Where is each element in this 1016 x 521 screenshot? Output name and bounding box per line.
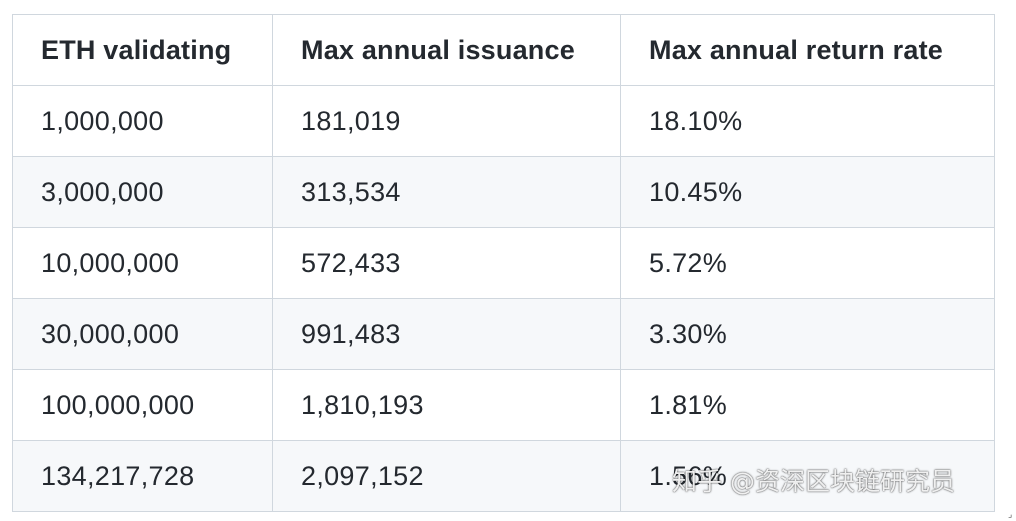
cell-eth-validating: 3,000,000 [12, 156, 273, 228]
table-row: 100,000,000 1,810,193 1.81% [12, 369, 995, 441]
cell-max-annual-issuance: 181,019 [272, 85, 621, 157]
cell-max-annual-issuance: 2,097,152 [272, 440, 621, 512]
header-row: ETH validating Max annual issuance Max a… [12, 14, 995, 86]
cell-eth-validating: 134,217,728 [12, 440, 273, 512]
cell-max-annual-issuance: 1,810,193 [272, 369, 621, 441]
header-max-annual-return-rate: Max annual return rate [620, 14, 995, 86]
cell-max-annual-return-rate: 1.81% [620, 369, 995, 441]
eth-issuance-table-container: ETH validating Max annual issuance Max a… [12, 14, 995, 512]
cell-max-annual-issuance: 313,534 [272, 156, 621, 228]
cell-max-annual-return-rate: 1.56% [620, 440, 995, 512]
cell-eth-validating: 10,000,000 [12, 227, 273, 299]
cell-eth-validating: 1,000,000 [12, 85, 273, 157]
header-eth-validating: ETH validating [12, 14, 273, 86]
table-row: 134,217,728 2,097,152 1.56% [12, 440, 995, 512]
table-row: 1,000,000 181,019 18.10% [12, 85, 995, 157]
table-row: 10,000,000 572,433 5.72% [12, 227, 995, 299]
cell-max-annual-issuance: 572,433 [272, 227, 621, 299]
header-max-annual-issuance: Max annual issuance [272, 14, 621, 86]
cell-max-annual-return-rate: 5.72% [620, 227, 995, 299]
cell-eth-validating: 30,000,000 [12, 298, 273, 370]
cell-max-annual-return-rate: 18.10% [620, 85, 995, 157]
corner-mark-icon: ⌟ [1008, 509, 1013, 519]
cell-max-annual-issuance: 991,483 [272, 298, 621, 370]
table-header: ETH validating Max annual issuance Max a… [12, 14, 995, 86]
table-body: 1,000,000 181,019 18.10% 3,000,000 313,5… [12, 85, 995, 512]
eth-issuance-table: ETH validating Max annual issuance Max a… [12, 14, 995, 512]
cell-eth-validating: 100,000,000 [12, 369, 273, 441]
cell-max-annual-return-rate: 10.45% [620, 156, 995, 228]
table-row: 3,000,000 313,534 10.45% [12, 156, 995, 228]
table-row: 30,000,000 991,483 3.30% [12, 298, 995, 370]
cell-max-annual-return-rate: 3.30% [620, 298, 995, 370]
